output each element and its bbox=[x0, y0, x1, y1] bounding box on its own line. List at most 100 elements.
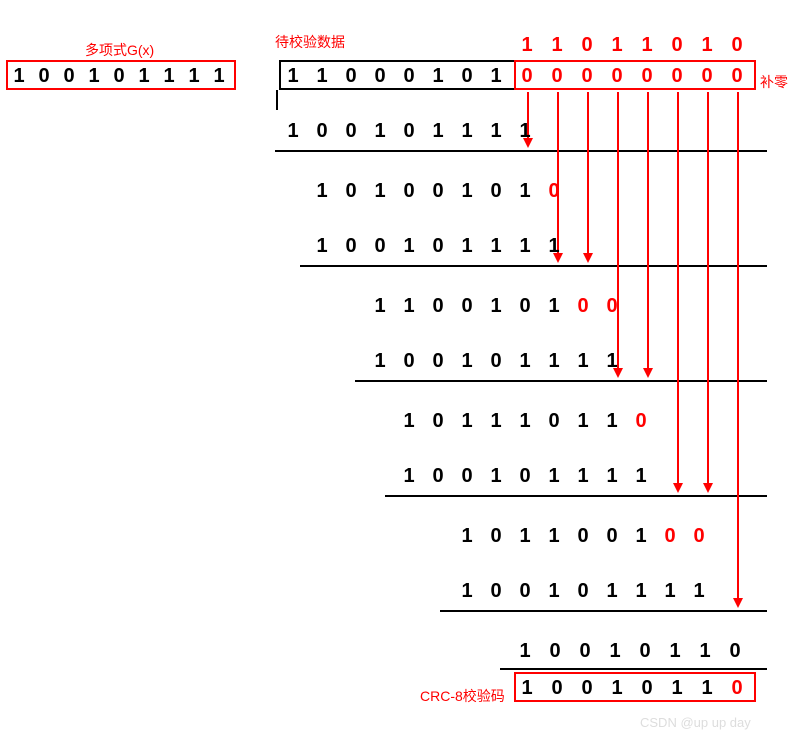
digit-r0-c6: 1 bbox=[160, 65, 178, 88]
digit-r5-c2: 1 bbox=[371, 180, 389, 203]
digit-r2-c3: 0 bbox=[371, 65, 389, 88]
arrow-line-3 bbox=[617, 92, 619, 370]
digit-r1-c6: 1 bbox=[698, 34, 716, 57]
digit-r6-c6: 1 bbox=[487, 235, 505, 258]
digit-r11-c4: 0 bbox=[574, 525, 592, 548]
divider-line-0 bbox=[275, 150, 767, 152]
digit-r5-c3: 0 bbox=[400, 180, 418, 203]
digit-r14-c0: 1 bbox=[518, 677, 536, 700]
arrow-line-4 bbox=[647, 92, 649, 370]
digit-r11-c8: 0 bbox=[690, 525, 708, 548]
digit-r6-c2: 0 bbox=[371, 235, 389, 258]
arrow-line-2 bbox=[587, 92, 589, 255]
digit-r10-c1: 0 bbox=[429, 465, 447, 488]
label-data: 待校验数据 bbox=[275, 32, 345, 52]
digit-r1-c5: 0 bbox=[668, 34, 686, 57]
digit-r9-c0: 1 bbox=[400, 410, 418, 433]
digit-r12-c8: 1 bbox=[690, 580, 708, 603]
digit-r11-c1: 0 bbox=[487, 525, 505, 548]
digit-r9-c3: 1 bbox=[487, 410, 505, 433]
digit-r0-c3: 1 bbox=[85, 65, 103, 88]
digit-r6-c7: 1 bbox=[516, 235, 534, 258]
digit-r9-c5: 0 bbox=[545, 410, 563, 433]
digit-r11-c3: 1 bbox=[545, 525, 563, 548]
digit-r2-c0: 1 bbox=[284, 65, 302, 88]
digit-r2-c5: 1 bbox=[429, 65, 447, 88]
digit-r14-c5: 1 bbox=[668, 677, 686, 700]
digit-r9-c1: 0 bbox=[429, 410, 447, 433]
digit-r8-c0: 1 bbox=[371, 350, 389, 373]
digit-r8-c6: 1 bbox=[545, 350, 563, 373]
digit-r11-c6: 1 bbox=[632, 525, 650, 548]
digit-r5-c4: 0 bbox=[429, 180, 447, 203]
digit-r1-c2: 0 bbox=[578, 34, 596, 57]
digit-r11-c2: 1 bbox=[516, 525, 534, 548]
digit-r13-c3: 1 bbox=[606, 640, 624, 663]
digit-r3-c6: 0 bbox=[698, 65, 716, 88]
digit-r14-c2: 0 bbox=[578, 677, 596, 700]
arrow-head-4 bbox=[643, 368, 653, 378]
digit-r8-c4: 0 bbox=[487, 350, 505, 373]
digit-r14-c3: 1 bbox=[608, 677, 626, 700]
digit-r12-c6: 1 bbox=[632, 580, 650, 603]
digit-r1-c0: 1 bbox=[518, 34, 536, 57]
digit-r6-c0: 1 bbox=[313, 235, 331, 258]
divider-line-2 bbox=[355, 380, 767, 382]
digit-r12-c4: 0 bbox=[574, 580, 592, 603]
digit-r0-c0: 1 bbox=[10, 65, 28, 88]
digit-r13-c0: 1 bbox=[516, 640, 534, 663]
digit-r4-c3: 1 bbox=[371, 120, 389, 143]
digit-r13-c7: 0 bbox=[726, 640, 744, 663]
digit-r5-c8: 0 bbox=[545, 180, 563, 203]
digit-r10-c4: 0 bbox=[516, 465, 534, 488]
digit-r0-c2: 0 bbox=[60, 65, 78, 88]
digit-r10-c7: 1 bbox=[603, 465, 621, 488]
digit-r13-c2: 0 bbox=[576, 640, 594, 663]
digit-r3-c3: 0 bbox=[608, 65, 626, 88]
digit-r0-c4: 0 bbox=[110, 65, 128, 88]
digit-r6-c4: 0 bbox=[429, 235, 447, 258]
digit-r6-c5: 1 bbox=[458, 235, 476, 258]
digit-r9-c8: 0 bbox=[632, 410, 650, 433]
digit-r14-c1: 0 bbox=[548, 677, 566, 700]
digit-r6-c3: 1 bbox=[400, 235, 418, 258]
watermark: CSDN @up up day bbox=[640, 715, 751, 730]
divider-line-5 bbox=[500, 668, 767, 670]
digit-r11-c0: 1 bbox=[458, 525, 476, 548]
digit-r7-c1: 1 bbox=[400, 295, 418, 318]
arrow-line-7 bbox=[737, 92, 739, 600]
digit-r8-c3: 1 bbox=[458, 350, 476, 373]
digit-r4-c6: 1 bbox=[458, 120, 476, 143]
digit-r7-c3: 0 bbox=[458, 295, 476, 318]
digit-r14-c4: 0 bbox=[638, 677, 656, 700]
digit-r11-c7: 0 bbox=[661, 525, 679, 548]
arrow-line-5 bbox=[677, 92, 679, 485]
digit-r4-c2: 0 bbox=[342, 120, 360, 143]
digit-r8-c8: 1 bbox=[603, 350, 621, 373]
divider-line-4 bbox=[440, 610, 767, 612]
digit-r1-c7: 0 bbox=[728, 34, 746, 57]
digit-r1-c4: 1 bbox=[638, 34, 656, 57]
digit-r14-c7: 0 bbox=[728, 677, 746, 700]
digit-r4-c8: 1 bbox=[516, 120, 534, 143]
digit-r3-c2: 0 bbox=[578, 65, 596, 88]
digit-r4-c0: 1 bbox=[284, 120, 302, 143]
digit-r9-c4: 1 bbox=[516, 410, 534, 433]
digit-r4-c7: 1 bbox=[487, 120, 505, 143]
digit-r12-c0: 1 bbox=[458, 580, 476, 603]
digit-r13-c1: 0 bbox=[546, 640, 564, 663]
digit-r2-c2: 0 bbox=[342, 65, 360, 88]
arrow-line-1 bbox=[557, 92, 559, 255]
digit-r4-c1: 0 bbox=[313, 120, 331, 143]
digit-r5-c0: 1 bbox=[313, 180, 331, 203]
label-crc: CRC-8校验码 bbox=[420, 686, 505, 706]
digit-r0-c7: 1 bbox=[185, 65, 203, 88]
digit-r10-c5: 1 bbox=[545, 465, 563, 488]
digit-r12-c7: 1 bbox=[661, 580, 679, 603]
digit-r4-c4: 0 bbox=[400, 120, 418, 143]
digit-r4-c5: 1 bbox=[429, 120, 447, 143]
digit-r3-c7: 0 bbox=[728, 65, 746, 88]
digit-r10-c2: 0 bbox=[458, 465, 476, 488]
digit-r8-c1: 0 bbox=[400, 350, 418, 373]
digit-r5-c6: 0 bbox=[487, 180, 505, 203]
